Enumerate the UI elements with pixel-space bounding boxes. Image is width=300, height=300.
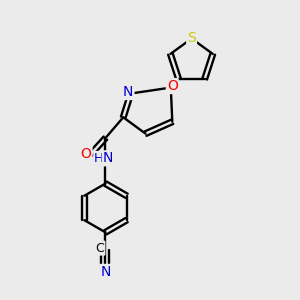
Text: H: H [94, 152, 104, 165]
Text: N: N [100, 265, 111, 279]
Text: N: N [103, 151, 113, 165]
Text: O: O [167, 79, 178, 93]
Text: S: S [187, 31, 196, 45]
Text: O: O [81, 148, 92, 161]
Text: C: C [96, 242, 104, 255]
Text: N: N [123, 85, 134, 99]
